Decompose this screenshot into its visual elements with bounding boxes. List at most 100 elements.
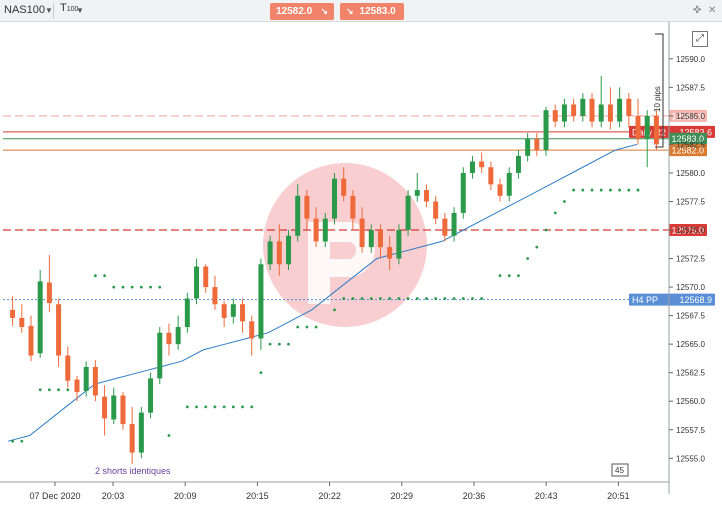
candle-body xyxy=(175,327,181,345)
ask-price-box[interactable]: ↘ 12583.0 xyxy=(340,3,404,20)
sar-dot xyxy=(66,388,70,392)
bid-price-box[interactable]: 12582.0 ↘ xyxy=(270,3,334,20)
sar-dot xyxy=(609,188,612,192)
candle-body xyxy=(525,138,531,156)
candle-body xyxy=(37,281,43,354)
candle-body xyxy=(276,241,282,265)
sar-dot xyxy=(563,200,566,203)
time-axis[interactable]: 07 Dec 2020 20:03 20:09 20:15 20:22 20:29 20:3… xyxy=(0,481,669,501)
price-tick-label: 12555.0 xyxy=(676,454,705,463)
time-tick-label: 20:51 xyxy=(607,491,630,501)
sar-dot xyxy=(314,325,318,329)
sar-dot xyxy=(452,297,456,300)
candle-body xyxy=(332,178,337,219)
sar-dot xyxy=(498,274,502,278)
pips-label: 10 pips xyxy=(653,86,662,112)
candle-body xyxy=(129,424,135,453)
price-level-value: 12568.9 xyxy=(679,295,712,305)
sar-dot xyxy=(121,285,125,289)
time-tick-label: 20:22 xyxy=(318,491,341,501)
candle-body xyxy=(203,266,209,288)
candle-body xyxy=(267,241,273,265)
price-tick-label: 12572.5 xyxy=(676,255,705,264)
candle-body xyxy=(286,235,292,265)
candle-body xyxy=(295,195,301,236)
sar-dot xyxy=(204,405,208,409)
candle-body xyxy=(479,161,485,168)
sar-dot xyxy=(351,297,355,300)
sar-dot xyxy=(333,308,336,312)
sar-dot xyxy=(241,405,244,409)
price-level-value: 12582.0 xyxy=(671,146,704,156)
sar-dot xyxy=(139,285,143,289)
price-tick-label: 12565.0 xyxy=(676,340,705,349)
sar-dot xyxy=(526,257,530,260)
price-level-value: 12583.0 xyxy=(671,134,704,144)
chevron-down-icon[interactable]: ▼ xyxy=(45,6,53,15)
sar-dot xyxy=(296,325,300,329)
price-tick-label: 12585.0 xyxy=(676,112,705,121)
sar-dot xyxy=(259,371,263,375)
pin-icon[interactable]: ✜ xyxy=(693,5,702,16)
price-axis[interactable]: 12555.0 12557.5 12560.0 12562.5 12565.0 12567… xyxy=(668,22,705,494)
external-link-icon[interactable]: ⤢ xyxy=(692,31,708,47)
price-level-value: 12585.0 xyxy=(671,111,704,121)
symbol-selector[interactable]: NAS100 xyxy=(4,4,45,16)
sar-dot xyxy=(195,405,198,409)
close-icon[interactable]: ✕ xyxy=(708,5,717,16)
price-tick-label: 12582.5 xyxy=(676,140,705,149)
sar-dot xyxy=(47,388,51,392)
price-level-tag xyxy=(669,109,707,122)
time-tick-label: 20:15 xyxy=(246,491,269,501)
candle-body xyxy=(322,218,328,242)
sar-dot xyxy=(517,274,520,278)
candle-body xyxy=(396,230,402,259)
chevron-down-icon[interactable]: ▼ xyxy=(76,6,84,15)
price-level-name: H4 PP xyxy=(632,295,658,305)
timeframe-selector[interactable]: T100 xyxy=(60,2,78,14)
candle-body xyxy=(469,161,475,173)
candle-body xyxy=(249,321,255,339)
time-tick-label: 20:09 xyxy=(174,491,197,501)
timeframe-label: T xyxy=(60,2,67,14)
sar-dot xyxy=(222,405,226,409)
sar-dot xyxy=(627,188,631,192)
candle-body xyxy=(19,317,25,328)
time-tick-label: 20:03 xyxy=(102,491,125,501)
candle-body xyxy=(451,212,457,236)
sar-dot xyxy=(38,388,42,392)
candle-body xyxy=(433,201,439,219)
candle-body xyxy=(56,304,62,356)
sar-dot xyxy=(158,285,162,289)
sar-dot xyxy=(379,297,382,300)
price-level-value: 12575.0 xyxy=(671,226,704,236)
sar-dot xyxy=(268,342,272,346)
candle-body xyxy=(240,304,246,322)
sar-dot xyxy=(305,325,309,329)
sar-dot xyxy=(93,274,97,278)
price-tick-label: 12575.0 xyxy=(676,226,705,235)
sar-dot xyxy=(112,285,116,289)
candle-body xyxy=(506,172,512,196)
candle-body xyxy=(626,98,632,116)
candle-body xyxy=(102,396,108,419)
candle-body xyxy=(28,325,34,356)
sar-dot xyxy=(11,439,14,443)
candle-body xyxy=(377,230,383,248)
sar-dot xyxy=(471,297,474,300)
candle-body xyxy=(460,172,466,213)
candle-body xyxy=(138,412,144,453)
sar-dot xyxy=(572,188,576,192)
price-tick-label: 12567.5 xyxy=(676,312,705,321)
price-level-tag xyxy=(669,224,707,237)
toolbar-divider xyxy=(53,3,54,19)
candle-body xyxy=(442,218,448,236)
sar-dot xyxy=(553,211,557,215)
candle-body xyxy=(368,230,374,248)
candle-body xyxy=(111,395,117,420)
candle-body xyxy=(387,247,393,259)
candle-body xyxy=(580,98,586,116)
candle-body xyxy=(653,115,659,145)
candle-body xyxy=(304,195,310,219)
